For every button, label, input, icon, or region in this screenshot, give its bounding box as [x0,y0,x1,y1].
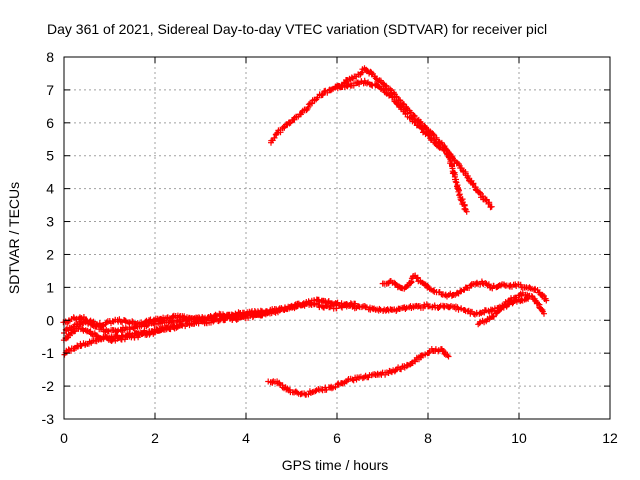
x-tick-label: 0 [60,430,68,446]
y-tick-label: -2 [42,378,55,394]
x-tick-label: 6 [333,430,341,446]
y-tick-label: 2 [46,246,54,262]
series-band-a [61,294,532,336]
series-markers [333,77,470,215]
series-markers [61,294,532,336]
y-tick-label: 7 [46,82,54,98]
x-tick-label: 4 [242,430,250,446]
y-tick-label: 6 [46,115,54,131]
series-upper-right-branch [333,77,470,215]
grid [64,57,610,419]
x-tick-label: 2 [151,430,159,446]
x-tick-label: 12 [602,430,618,446]
data-points [60,65,550,398]
series-band-d [60,323,181,344]
x-tick-label: 8 [424,430,432,446]
series-markers [475,289,547,328]
y-tick-label: 8 [46,49,54,65]
series-markers [379,272,550,304]
series-lower-branch [265,346,452,398]
y-axis-ticks: -3 -2 -1 0 1 2 3 4 5 6 7 8 [42,49,610,427]
y-tick-label: 4 [46,181,54,197]
x-axis-ticks: 0 2 4 6 8 10 12 [60,57,618,446]
series-right-wiggle [475,289,547,328]
x-tick-label: 10 [511,430,527,446]
x-axis-label: GPS time / hours [282,457,389,473]
chart-title: Day 361 of 2021, Sidereal Day-to-day VTE… [47,21,547,37]
series-band-b [60,299,359,330]
series-markers [60,323,181,344]
y-tick-label: 0 [46,312,54,328]
y-tick-label: -3 [42,411,55,427]
y-tick-label: -1 [42,345,55,361]
series-markers [60,299,359,330]
y-tick-label: 5 [46,148,54,164]
series-noisy-segment [379,272,550,304]
y-axis-label: SDTVAR / TECUs [6,182,22,294]
series-markers [265,346,452,398]
y-tick-label: 3 [46,214,54,230]
y-tick-label: 1 [46,279,54,295]
